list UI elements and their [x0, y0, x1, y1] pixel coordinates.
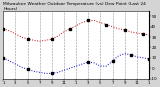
Text: Milwaukee Weather Outdoor Temperature (vs) Dew Point (Last 24 Hours): Milwaukee Weather Outdoor Temperature (v…	[3, 2, 146, 11]
